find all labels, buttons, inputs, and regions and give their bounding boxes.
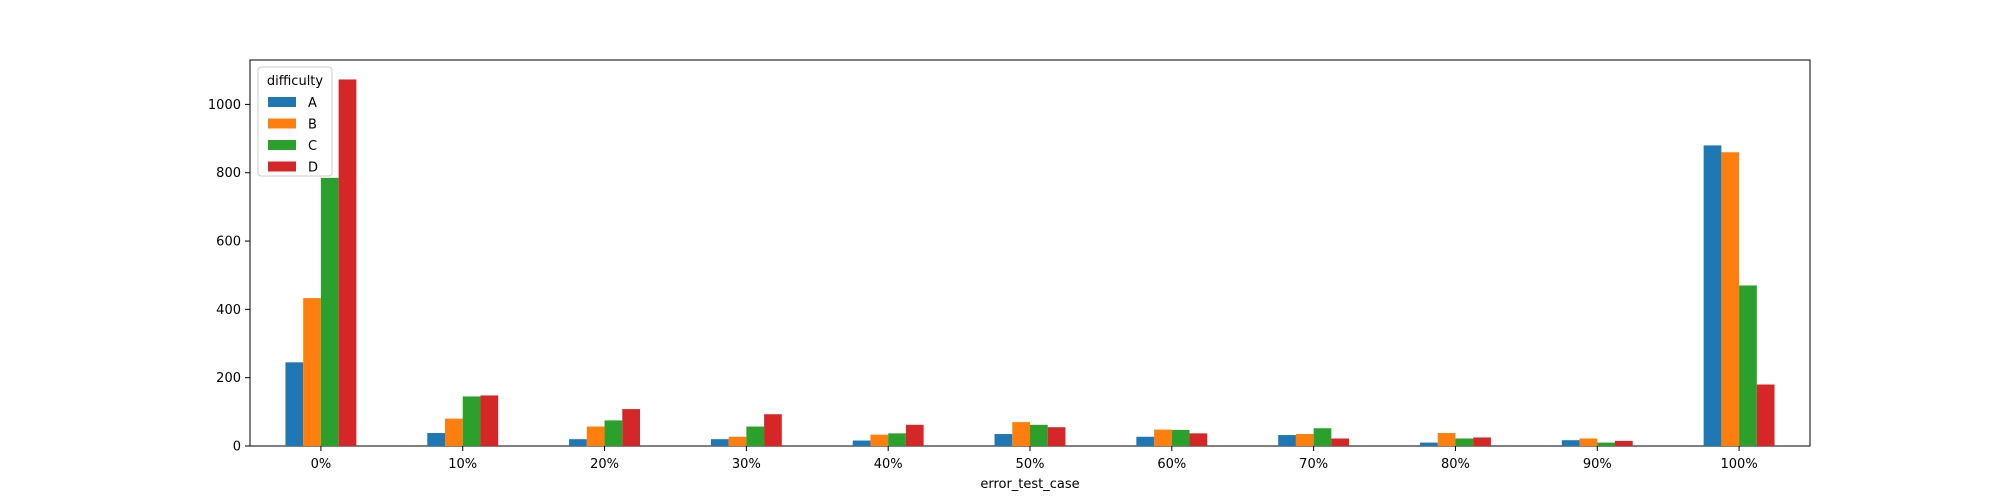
x-tick-label: 0% [311, 457, 332, 472]
legend-swatch-C [268, 140, 296, 150]
bar-D-50% [1047, 427, 1066, 446]
y-tick-label: 400 [216, 303, 241, 318]
bar-B-100% [1721, 152, 1740, 446]
bar-D-30% [764, 414, 782, 446]
bar-B-0% [303, 298, 321, 446]
bar-D-0% [338, 79, 357, 446]
y-axis: 0 200 400 600 800 1000 [208, 98, 250, 455]
y-tick-label: 200 [216, 371, 241, 386]
legend-label-A: A [308, 96, 317, 111]
legend-swatch-B [268, 118, 296, 129]
bar-D-10% [480, 395, 499, 446]
legend-swatch-D [268, 161, 296, 172]
y-tick-label: 600 [216, 235, 241, 250]
bar-C-0% [320, 177, 339, 447]
bar-D-90% [1615, 440, 1633, 446]
x-tick-label: 60% [1157, 457, 1186, 472]
bar-B-60% [1154, 429, 1172, 446]
bar-C-20% [604, 420, 623, 446]
x-tick-label: 10% [448, 457, 477, 472]
y-tick-label: 1000 [208, 98, 241, 113]
x-tick-label: 40% [874, 457, 903, 472]
bar-C-40% [888, 433, 906, 446]
bar-D-80% [1473, 437, 1491, 446]
x-tick-label: 70% [1299, 457, 1328, 472]
bar-B-20% [586, 426, 605, 446]
bar-D-100% [1756, 384, 1775, 446]
bar-A-80% [1420, 442, 1438, 446]
x-tick-label: 90% [1583, 457, 1612, 472]
bar-A-40% [852, 440, 871, 446]
bar-A-70% [1278, 435, 1296, 446]
bar-C-90% [1597, 442, 1615, 446]
bar-C-30% [746, 426, 765, 446]
bar-A-90% [1561, 440, 1580, 446]
bar-B-90% [1579, 438, 1598, 446]
bar-A-30% [710, 439, 729, 446]
bar-A-10% [427, 433, 445, 446]
y-tick-label: 800 [216, 166, 241, 181]
bar-A-50% [994, 434, 1013, 446]
bar-A-60% [1136, 436, 1155, 446]
legend-label-B: B [308, 118, 317, 133]
bar-A-100% [1703, 145, 1722, 446]
legend-swatch-A [268, 97, 296, 107]
bar-B-50% [1012, 422, 1030, 446]
bar-D-60% [1189, 433, 1208, 446]
bar-B-40% [870, 434, 889, 446]
bar-D-20% [622, 409, 640, 446]
x-axis-label: error_test_case [980, 477, 1079, 492]
x-tick-label: 50% [1016, 457, 1045, 472]
x-tick-label: 100% [1721, 457, 1758, 472]
bar-C-60% [1171, 429, 1190, 446]
x-axis: 0% 10% 20% 30% 40% 50% 60% 70% 80% 90% 100% [311, 446, 1758, 472]
legend-title: difficulty [267, 74, 324, 89]
bar-B-10% [445, 418, 463, 446]
bar-B-30% [728, 436, 747, 446]
bar-D-40% [905, 424, 924, 446]
bar-C-70% [1313, 428, 1332, 446]
bar-C-80% [1455, 438, 1474, 446]
bar-C-10% [462, 396, 481, 446]
y-tick-label: 0 [233, 440, 241, 455]
bar-D-70% [1331, 438, 1350, 446]
legend-label-C: C [308, 139, 317, 154]
bar-B-80% [1437, 433, 1456, 446]
bars-group [285, 79, 1775, 447]
bar-C-50% [1030, 424, 1048, 446]
x-tick-label: 80% [1441, 457, 1470, 472]
bar-A-20% [569, 439, 587, 446]
bar-B-70% [1295, 434, 1314, 446]
x-tick-label: 30% [732, 457, 761, 472]
legend-label-D: D [308, 161, 318, 176]
x-tick-label: 20% [590, 457, 619, 472]
bar-C-100% [1739, 285, 1757, 446]
bar-A-0% [285, 362, 304, 446]
